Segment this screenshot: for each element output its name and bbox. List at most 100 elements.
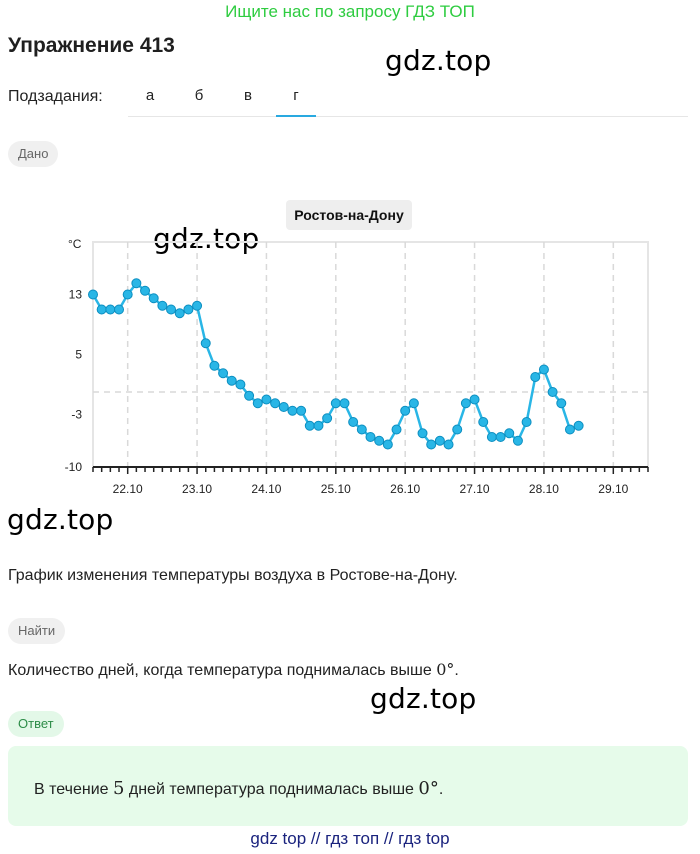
data-point <box>452 424 463 435</box>
x-tick-label: 23.10 <box>182 482 212 496</box>
data-point <box>469 394 480 405</box>
data-point <box>426 439 437 450</box>
temperature-chart: °C 13 5 -3 -10 22.10 23.10 24.10 25.10 26.10 27.10… <box>65 237 649 496</box>
data-point <box>105 304 116 315</box>
data-point <box>573 420 584 431</box>
data-point <box>504 428 515 439</box>
data-point <box>244 390 255 401</box>
data-point <box>192 300 203 311</box>
y-tick-label: 13 <box>69 288 83 302</box>
description: График изменения температуры воздуха в Р… <box>8 567 458 584</box>
data-point <box>270 398 281 409</box>
data-point <box>148 293 159 304</box>
tab-g[interactable]: г <box>276 80 316 117</box>
subtasks-label: Подзадания: <box>8 88 103 105</box>
answer-badge: Ответ <box>8 711 64 737</box>
data-point <box>486 432 497 442</box>
watermark: gdz.top <box>385 44 492 77</box>
subtask-tabs: а б в г <box>128 80 688 117</box>
y-tick-label: -3 <box>71 408 82 422</box>
data-point <box>382 439 393 450</box>
data-point <box>339 398 350 409</box>
top-banner: Ищите нас по запросу ГДЗ ТОП <box>225 2 475 21</box>
data-point <box>183 304 194 315</box>
data-point <box>495 432 506 442</box>
exercise-title: Упражнение 413 <box>8 34 175 57</box>
y-tick-label: 5 <box>75 348 82 362</box>
answer-text: В течение 5 дней температура поднималась… <box>34 778 443 799</box>
y-tick-label: -10 <box>65 460 83 474</box>
data-point <box>530 372 541 382</box>
data-point <box>287 405 298 416</box>
tab-b[interactable]: б <box>194 87 204 104</box>
answer-number: 5 <box>112 778 125 799</box>
data-point <box>356 424 367 435</box>
data-point <box>434 435 445 446</box>
data-point <box>278 402 289 412</box>
data-point <box>88 289 98 300</box>
given-badge: Дано <box>8 141 59 167</box>
x-tick-label: 28.10 <box>529 482 559 496</box>
answer-box: В течение 5 дней температура поднималась… <box>8 746 688 826</box>
answer-end: . <box>438 781 444 798</box>
question-value: 0° <box>436 660 455 679</box>
x-tick-label: 22.10 <box>113 482 143 496</box>
data-point <box>391 424 402 435</box>
data-point <box>547 387 558 397</box>
data-point <box>313 420 324 431</box>
data-point <box>235 379 246 390</box>
x-tick-label: 25.10 <box>321 482 351 496</box>
data-point <box>304 420 315 431</box>
answer-mid: дней температура поднималась выше <box>124 781 419 798</box>
x-tick-label: 26.10 <box>390 482 420 496</box>
data-point <box>226 375 237 386</box>
data-point <box>556 398 567 409</box>
data-point <box>330 398 341 409</box>
data-point <box>252 398 263 409</box>
tab-v[interactable]: в <box>244 87 252 104</box>
data-point <box>478 417 489 427</box>
data-point <box>408 398 419 409</box>
tab-a[interactable]: а <box>145 87 155 104</box>
data-point <box>521 417 532 427</box>
data-point <box>322 413 333 424</box>
data-point <box>174 308 185 319</box>
question-text: Количество дней, когда температура подни… <box>8 662 437 679</box>
chart-title: Ростов-на-Дону <box>286 200 412 230</box>
data-point <box>96 304 107 315</box>
data-point <box>218 368 229 379</box>
watermark: gdz.top <box>7 503 114 536</box>
data-point <box>443 439 454 450</box>
question-end: . <box>454 662 459 679</box>
data-point <box>166 304 177 315</box>
answer-pre: В течение <box>34 781 113 798</box>
y-axis-label: °C <box>68 237 82 251</box>
data-point <box>374 435 385 446</box>
data-point <box>209 360 220 371</box>
data-point <box>157 300 168 311</box>
data-point <box>114 304 125 315</box>
watermark: gdz.top <box>370 682 477 715</box>
x-tick-label: 24.10 <box>251 482 281 496</box>
data-point <box>140 285 151 296</box>
data-point <box>400 405 411 416</box>
watermark: gdz.top <box>153 222 260 255</box>
answer-value: 0° <box>418 778 439 799</box>
data-point <box>538 364 549 375</box>
find-badge: Найти <box>8 618 66 644</box>
data-point <box>131 278 142 289</box>
data-point <box>512 435 523 446</box>
question: Количество дней, когда температура подни… <box>8 660 459 680</box>
data-point <box>200 338 211 349</box>
footer: gdz top // гдз топ // гдз top <box>250 829 450 848</box>
x-tick-label: 29.10 <box>598 482 628 496</box>
data-point <box>296 405 307 416</box>
data-point <box>417 428 428 439</box>
data-point <box>460 398 471 409</box>
data-point <box>122 289 133 300</box>
data-point <box>365 432 376 442</box>
data-point <box>348 417 359 427</box>
data-point <box>261 394 272 405</box>
data-point <box>564 424 575 435</box>
x-tick-label: 27.10 <box>460 482 490 496</box>
